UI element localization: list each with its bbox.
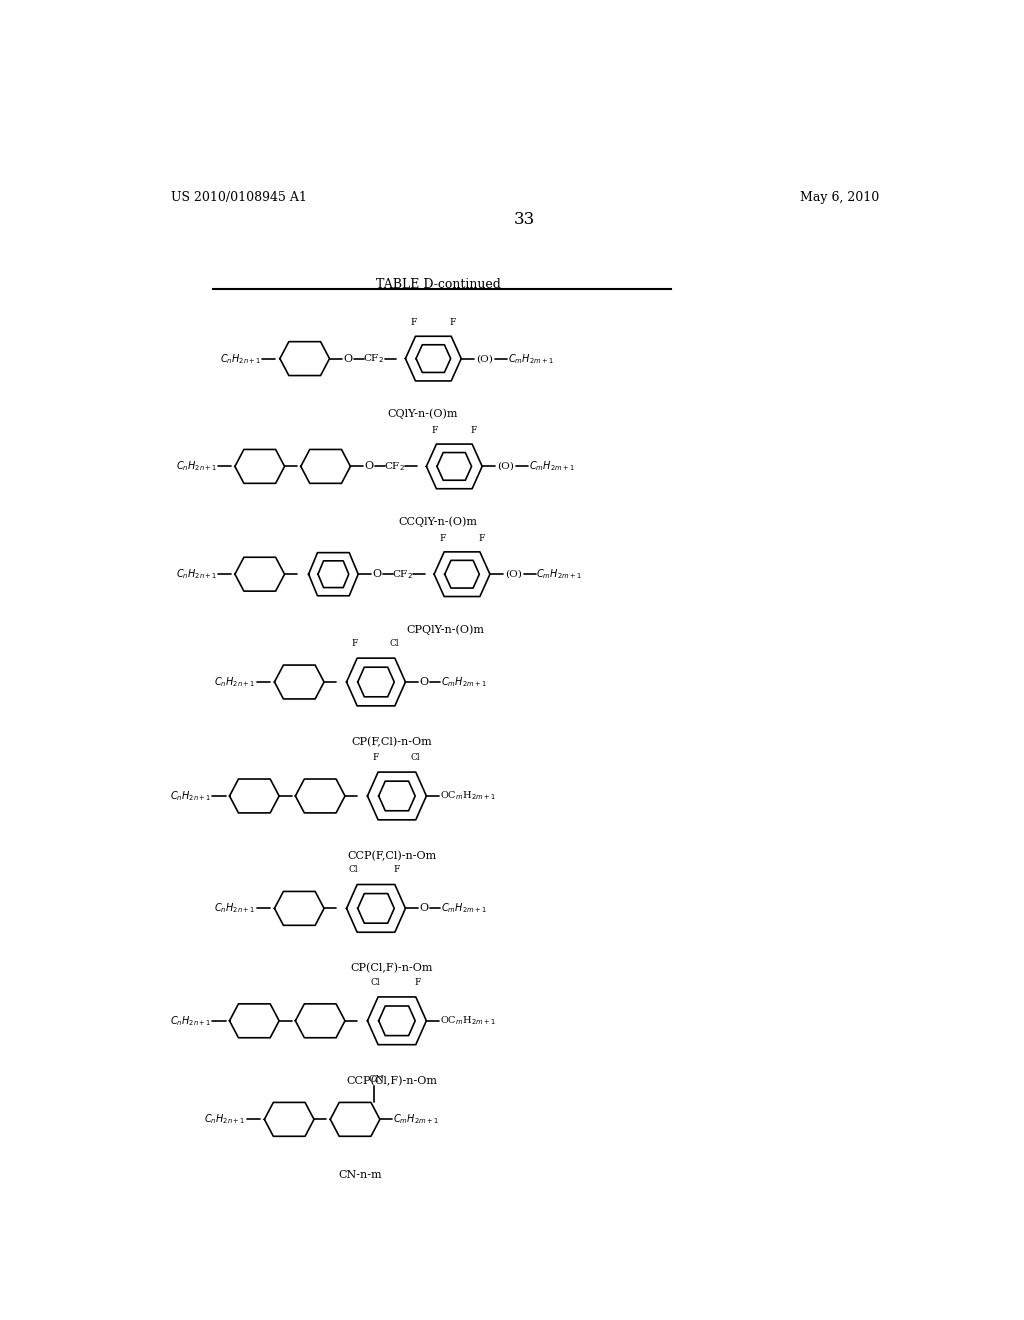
Text: F: F bbox=[373, 752, 379, 762]
Text: $C_nH_{2n+1}$: $C_nH_{2n+1}$ bbox=[176, 568, 217, 581]
Text: $C_nH_{2n+1}$: $C_nH_{2n+1}$ bbox=[205, 1113, 246, 1126]
Text: May 6, 2010: May 6, 2010 bbox=[801, 190, 880, 203]
Text: CCP(Cl,F)-n-Om: CCP(Cl,F)-n-Om bbox=[346, 1076, 437, 1086]
Text: F: F bbox=[470, 426, 477, 434]
Text: Cl: Cl bbox=[371, 978, 380, 987]
Text: (O): (O) bbox=[505, 570, 521, 578]
Text: Cl: Cl bbox=[390, 639, 399, 648]
Text: F: F bbox=[411, 318, 417, 327]
Text: $C_mH_{2m+1}$: $C_mH_{2m+1}$ bbox=[393, 1113, 439, 1126]
Text: F: F bbox=[415, 978, 421, 987]
Text: $C_nH_{2n+1}$: $C_nH_{2n+1}$ bbox=[220, 351, 261, 366]
Text: F: F bbox=[352, 639, 358, 648]
Text: CF$_2$: CF$_2$ bbox=[384, 459, 406, 473]
Text: CCQlY-n-(O)m: CCQlY-n-(O)m bbox=[398, 516, 477, 527]
Text: CN: CN bbox=[368, 1074, 384, 1084]
Text: F: F bbox=[432, 426, 438, 434]
Text: (O): (O) bbox=[476, 354, 493, 363]
Text: OC$_m$H$_{2m+1}$: OC$_m$H$_{2m+1}$ bbox=[439, 789, 496, 803]
Text: US 2010/0108945 A1: US 2010/0108945 A1 bbox=[171, 190, 306, 203]
Text: TABLE D-continued: TABLE D-continued bbox=[376, 277, 501, 290]
Text: CPQlY-n-(O)m: CPQlY-n-(O)m bbox=[407, 624, 484, 635]
Text: (O): (O) bbox=[497, 462, 514, 471]
Text: F: F bbox=[394, 866, 400, 874]
Text: O: O bbox=[420, 677, 429, 686]
Text: CF$_2$: CF$_2$ bbox=[364, 352, 384, 366]
Text: $C_nH_{2n+1}$: $C_nH_{2n+1}$ bbox=[170, 1014, 212, 1028]
Text: O: O bbox=[365, 462, 374, 471]
Text: O: O bbox=[343, 354, 352, 363]
Text: $C_mH_{2m+1}$: $C_mH_{2m+1}$ bbox=[528, 459, 574, 474]
Text: $C_mH_{2m+1}$: $C_mH_{2m+1}$ bbox=[537, 568, 583, 581]
Text: CP(Cl,F)-n-Om: CP(Cl,F)-n-Om bbox=[350, 964, 433, 974]
Text: OC$_m$H$_{2m+1}$: OC$_m$H$_{2m+1}$ bbox=[439, 1014, 496, 1027]
Text: Cl: Cl bbox=[349, 866, 358, 874]
Text: O: O bbox=[372, 569, 381, 579]
Text: F: F bbox=[450, 318, 456, 327]
Text: 33: 33 bbox=[514, 211, 536, 228]
Text: $C_mH_{2m+1}$: $C_mH_{2m+1}$ bbox=[441, 902, 487, 915]
Text: CCP(F,Cl)-n-Om: CCP(F,Cl)-n-Om bbox=[347, 851, 436, 861]
Text: CF$_2$: CF$_2$ bbox=[392, 568, 413, 581]
Text: F: F bbox=[439, 533, 445, 543]
Text: O: O bbox=[420, 903, 429, 913]
Text: CP(F,Cl)-n-Om: CP(F,Cl)-n-Om bbox=[351, 737, 432, 747]
Text: CN-n-m: CN-n-m bbox=[339, 1170, 382, 1180]
Text: $C_nH_{2n+1}$: $C_nH_{2n+1}$ bbox=[214, 902, 256, 915]
Text: $C_mH_{2m+1}$: $C_mH_{2m+1}$ bbox=[441, 675, 487, 689]
Text: $C_nH_{2n+1}$: $C_nH_{2n+1}$ bbox=[176, 459, 217, 474]
Text: $C_nH_{2n+1}$: $C_nH_{2n+1}$ bbox=[170, 789, 212, 803]
Text: F: F bbox=[478, 533, 484, 543]
Text: Cl: Cl bbox=[411, 752, 420, 762]
Text: $C_nH_{2n+1}$: $C_nH_{2n+1}$ bbox=[214, 675, 256, 689]
Text: $C_mH_{2m+1}$: $C_mH_{2m+1}$ bbox=[508, 351, 554, 366]
Text: CQlY-n-(O)m: CQlY-n-(O)m bbox=[387, 409, 458, 420]
